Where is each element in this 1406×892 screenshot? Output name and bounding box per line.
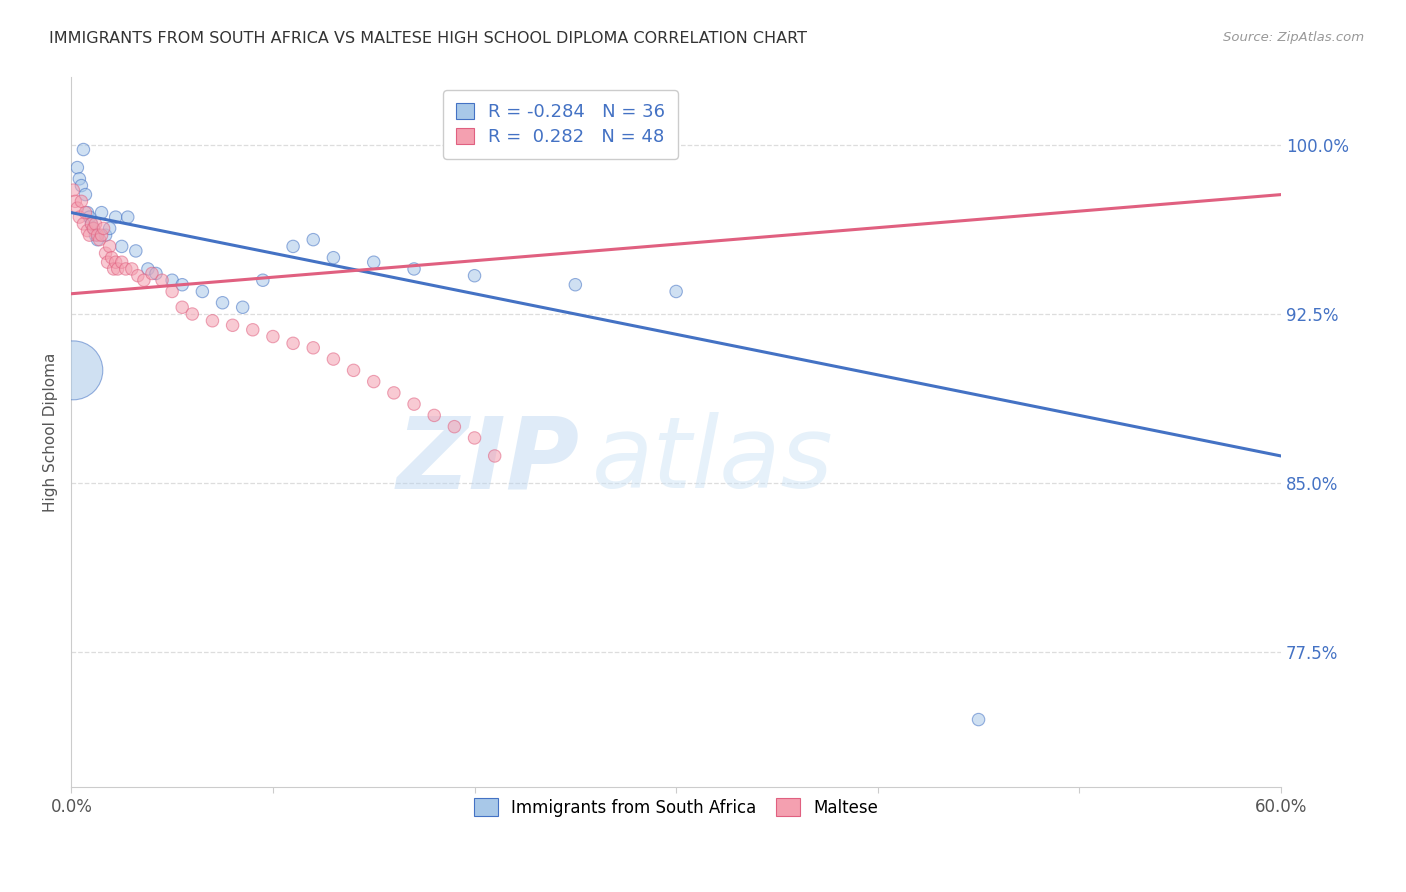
Point: [100, 251, 122, 265]
Point: [107, 262, 129, 277]
Point: [181, 307, 204, 321]
Point: [201, 314, 224, 328]
Point: [121, 262, 143, 277]
Point: [65, 194, 87, 209]
Point: [80, 217, 103, 231]
Point: [363, 375, 385, 389]
Point: [103, 262, 125, 277]
Legend: Immigrants from South Africa, Maltese: Immigrants from South Africa, Maltese: [465, 790, 886, 825]
Point: [62, 363, 84, 377]
Text: atlas: atlas: [592, 412, 834, 509]
Point: [84, 217, 107, 231]
Point: [79, 210, 101, 224]
Text: IMMIGRANTS FROM SOUTH AFRICA VS MALTESE HIGH SCHOOL DIPLOMA CORRELATION CHART: IMMIGRANTS FROM SOUTH AFRICA VS MALTESE …: [49, 31, 807, 46]
Point: [127, 268, 149, 283]
Point: [443, 419, 465, 434]
Point: [262, 329, 284, 343]
Point: [423, 409, 446, 423]
Point: [104, 210, 127, 224]
Point: [114, 262, 136, 277]
Point: [62, 183, 84, 197]
Point: [70, 194, 93, 209]
Point: [111, 239, 134, 253]
Point: [125, 244, 148, 258]
Point: [281, 336, 304, 351]
Point: [402, 262, 425, 277]
Point: [382, 385, 405, 400]
Point: [322, 352, 344, 367]
Point: [322, 251, 344, 265]
Point: [84, 228, 107, 243]
Point: [191, 285, 214, 299]
Point: [97, 255, 120, 269]
Point: [67, 171, 90, 186]
Point: [136, 262, 159, 277]
Point: [72, 143, 94, 157]
Point: [82, 221, 104, 235]
Point: [76, 224, 98, 238]
Point: [145, 267, 167, 281]
Point: [132, 273, 155, 287]
Point: [94, 246, 117, 260]
Y-axis label: High School Diploma: High School Diploma: [44, 352, 58, 512]
Text: ZIP: ZIP: [396, 412, 579, 509]
Point: [72, 217, 94, 231]
Point: [665, 285, 688, 299]
Point: [281, 239, 304, 253]
Point: [252, 273, 274, 287]
Point: [93, 221, 115, 235]
Point: [80, 217, 103, 231]
Point: [464, 431, 486, 445]
Point: [172, 300, 194, 314]
Point: [967, 713, 990, 727]
Point: [98, 239, 121, 253]
Point: [302, 341, 325, 355]
Point: [150, 273, 173, 287]
Point: [211, 295, 233, 310]
Text: Source: ZipAtlas.com: Source: ZipAtlas.com: [1223, 31, 1364, 45]
Point: [90, 205, 112, 219]
Point: [94, 228, 117, 243]
Point: [75, 205, 97, 219]
Point: [302, 233, 325, 247]
Point: [82, 221, 104, 235]
Point: [464, 268, 486, 283]
Point: [66, 201, 89, 215]
Point: [76, 205, 98, 219]
Point: [86, 228, 108, 243]
Point: [70, 178, 93, 193]
Point: [104, 255, 127, 269]
Point: [363, 255, 385, 269]
Point: [141, 267, 163, 281]
Point: [86, 233, 108, 247]
Point: [484, 449, 506, 463]
Point: [98, 221, 121, 235]
Point: [117, 210, 139, 224]
Point: [160, 285, 183, 299]
Point: [67, 210, 90, 224]
Point: [160, 273, 183, 287]
Point: [90, 228, 112, 243]
Point: [564, 277, 586, 292]
Point: [79, 228, 101, 243]
Point: [232, 300, 254, 314]
Point: [89, 233, 111, 247]
Point: [342, 363, 364, 377]
Point: [172, 277, 194, 292]
Point: [66, 161, 89, 175]
Point: [402, 397, 425, 411]
Point: [221, 318, 243, 333]
Point: [242, 323, 264, 337]
Point: [111, 255, 134, 269]
Point: [75, 187, 97, 202]
